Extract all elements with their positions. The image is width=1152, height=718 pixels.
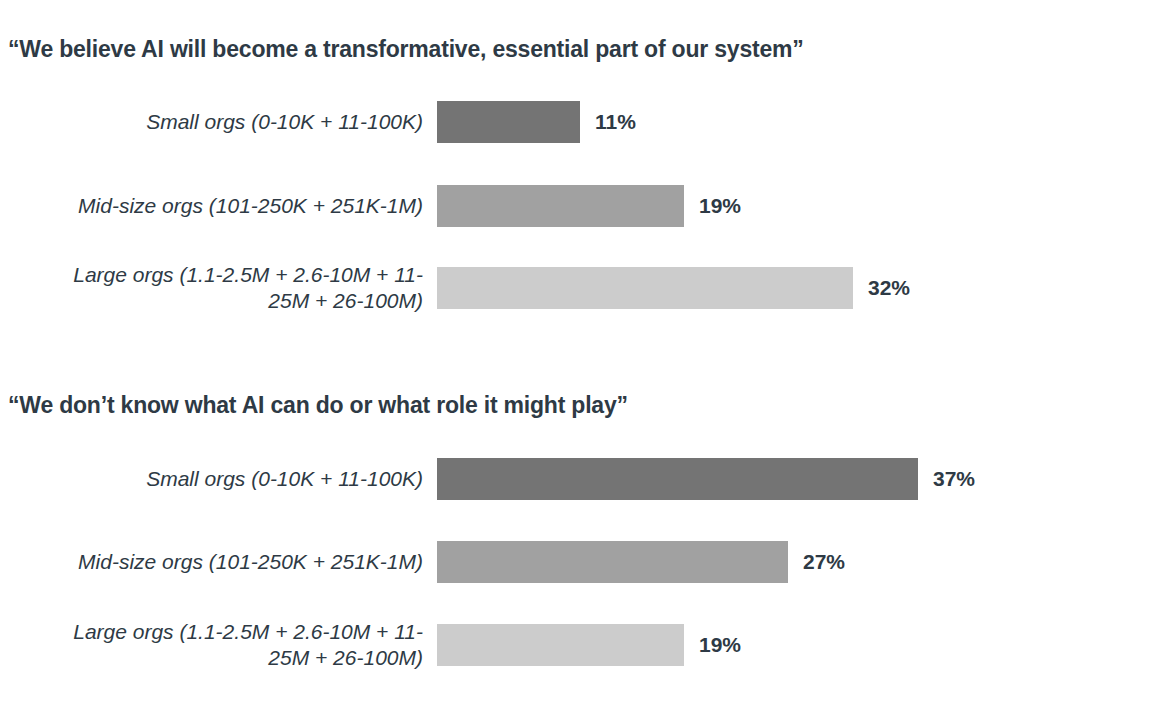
category-label: Mid-size orgs (101-250K + 251K-1M) [0,549,423,575]
bar-mid-size-orgs [437,541,788,583]
value-label: 37% [933,467,975,491]
value-label: 11% [595,110,636,134]
chart2-row-small-orgs: Small orgs (0-10K + 11-100K) 37% [0,458,1152,500]
bar-mid-size-orgs [437,185,684,227]
category-label: Small orgs (0-10K + 11-100K) [0,109,423,135]
chart2-title: “We don’t know what AI can do or what ro… [8,392,628,419]
value-label: 19% [699,633,741,657]
category-label: Mid-size orgs (101-250K + 251K-1M) [0,193,423,219]
bar-small-orgs [437,458,918,500]
chart1-row-small-orgs: Small orgs (0-10K + 11-100K) 11% [0,101,1152,143]
chart1-row-mid-size-orgs: Mid-size orgs (101-250K + 251K-1M) 19% [0,185,1152,227]
chart2-row-mid-size-orgs: Mid-size orgs (101-250K + 251K-1M) 27% [0,541,1152,583]
value-label: 19% [699,194,741,218]
bar-small-orgs [437,101,580,143]
bar-large-orgs [437,267,853,309]
value-label: 32% [868,276,910,300]
chart1-title: “We believe AI will become a transformat… [8,36,804,63]
chart1-row-large-orgs: Large orgs (1.1-2.5M + 2.6-10M + 11- 25M… [0,267,1152,309]
category-label: Large orgs (1.1-2.5M + 2.6-10M + 11- 25M… [0,619,423,672]
category-label: Large orgs (1.1-2.5M + 2.6-10M + 11- 25M… [0,262,423,315]
bar-large-orgs [437,624,684,666]
slide-canvas: “We believe AI will become a transformat… [0,0,1152,718]
category-label: Small orgs (0-10K + 11-100K) [0,466,423,492]
chart2-row-large-orgs: Large orgs (1.1-2.5M + 2.6-10M + 11- 25M… [0,624,1152,666]
value-label: 27% [803,550,845,574]
